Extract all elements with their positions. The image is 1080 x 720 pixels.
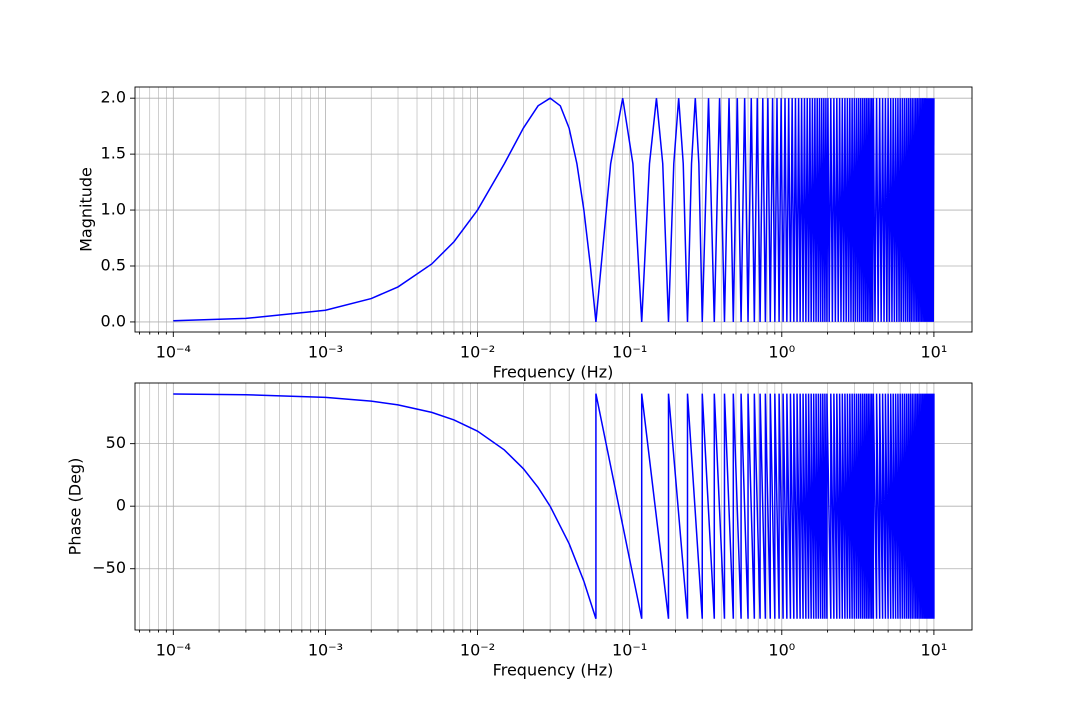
x-axis-label: Frequency (Hz) [493,661,614,680]
y-tick-label: −50 [92,558,126,577]
y-tick-label: 0.0 [101,311,126,330]
y-tick-label: 50 [106,433,126,452]
y-axis-label: Magnitude [77,167,96,252]
x-tick-label: 10⁻¹ [612,641,647,660]
y-tick-label: 1.5 [101,144,126,163]
x-tick-label: 10¹ [921,641,948,660]
y-axis-label: Phase (Deg) [66,458,85,556]
x-tick-label: 10⁻² [460,641,495,660]
x-tick-label: 10⁻³ [308,343,343,362]
y-tick-label: 2.0 [101,88,126,107]
data-line [173,97,935,323]
y-tick-label: 1.0 [101,200,126,219]
x-tick-label: 10⁻² [460,343,495,362]
y-tick-label: 0 [116,496,126,515]
x-tick-label: 10⁰ [768,343,795,362]
data-line [173,393,935,619]
x-tick-label: 10⁻⁴ [156,343,191,362]
x-tick-label: 10¹ [921,343,948,362]
x-tick-label: 10⁻⁴ [156,641,191,660]
x-axis-label: Frequency (Hz) [493,363,614,382]
y-tick-label: 0.5 [101,255,126,274]
axes-frame [134,382,973,631]
x-tick-label: 10⁰ [768,641,795,660]
x-tick-label: 10⁻¹ [612,343,647,362]
axes-frame [134,86,973,333]
x-tick-label: 10⁻³ [308,641,343,660]
